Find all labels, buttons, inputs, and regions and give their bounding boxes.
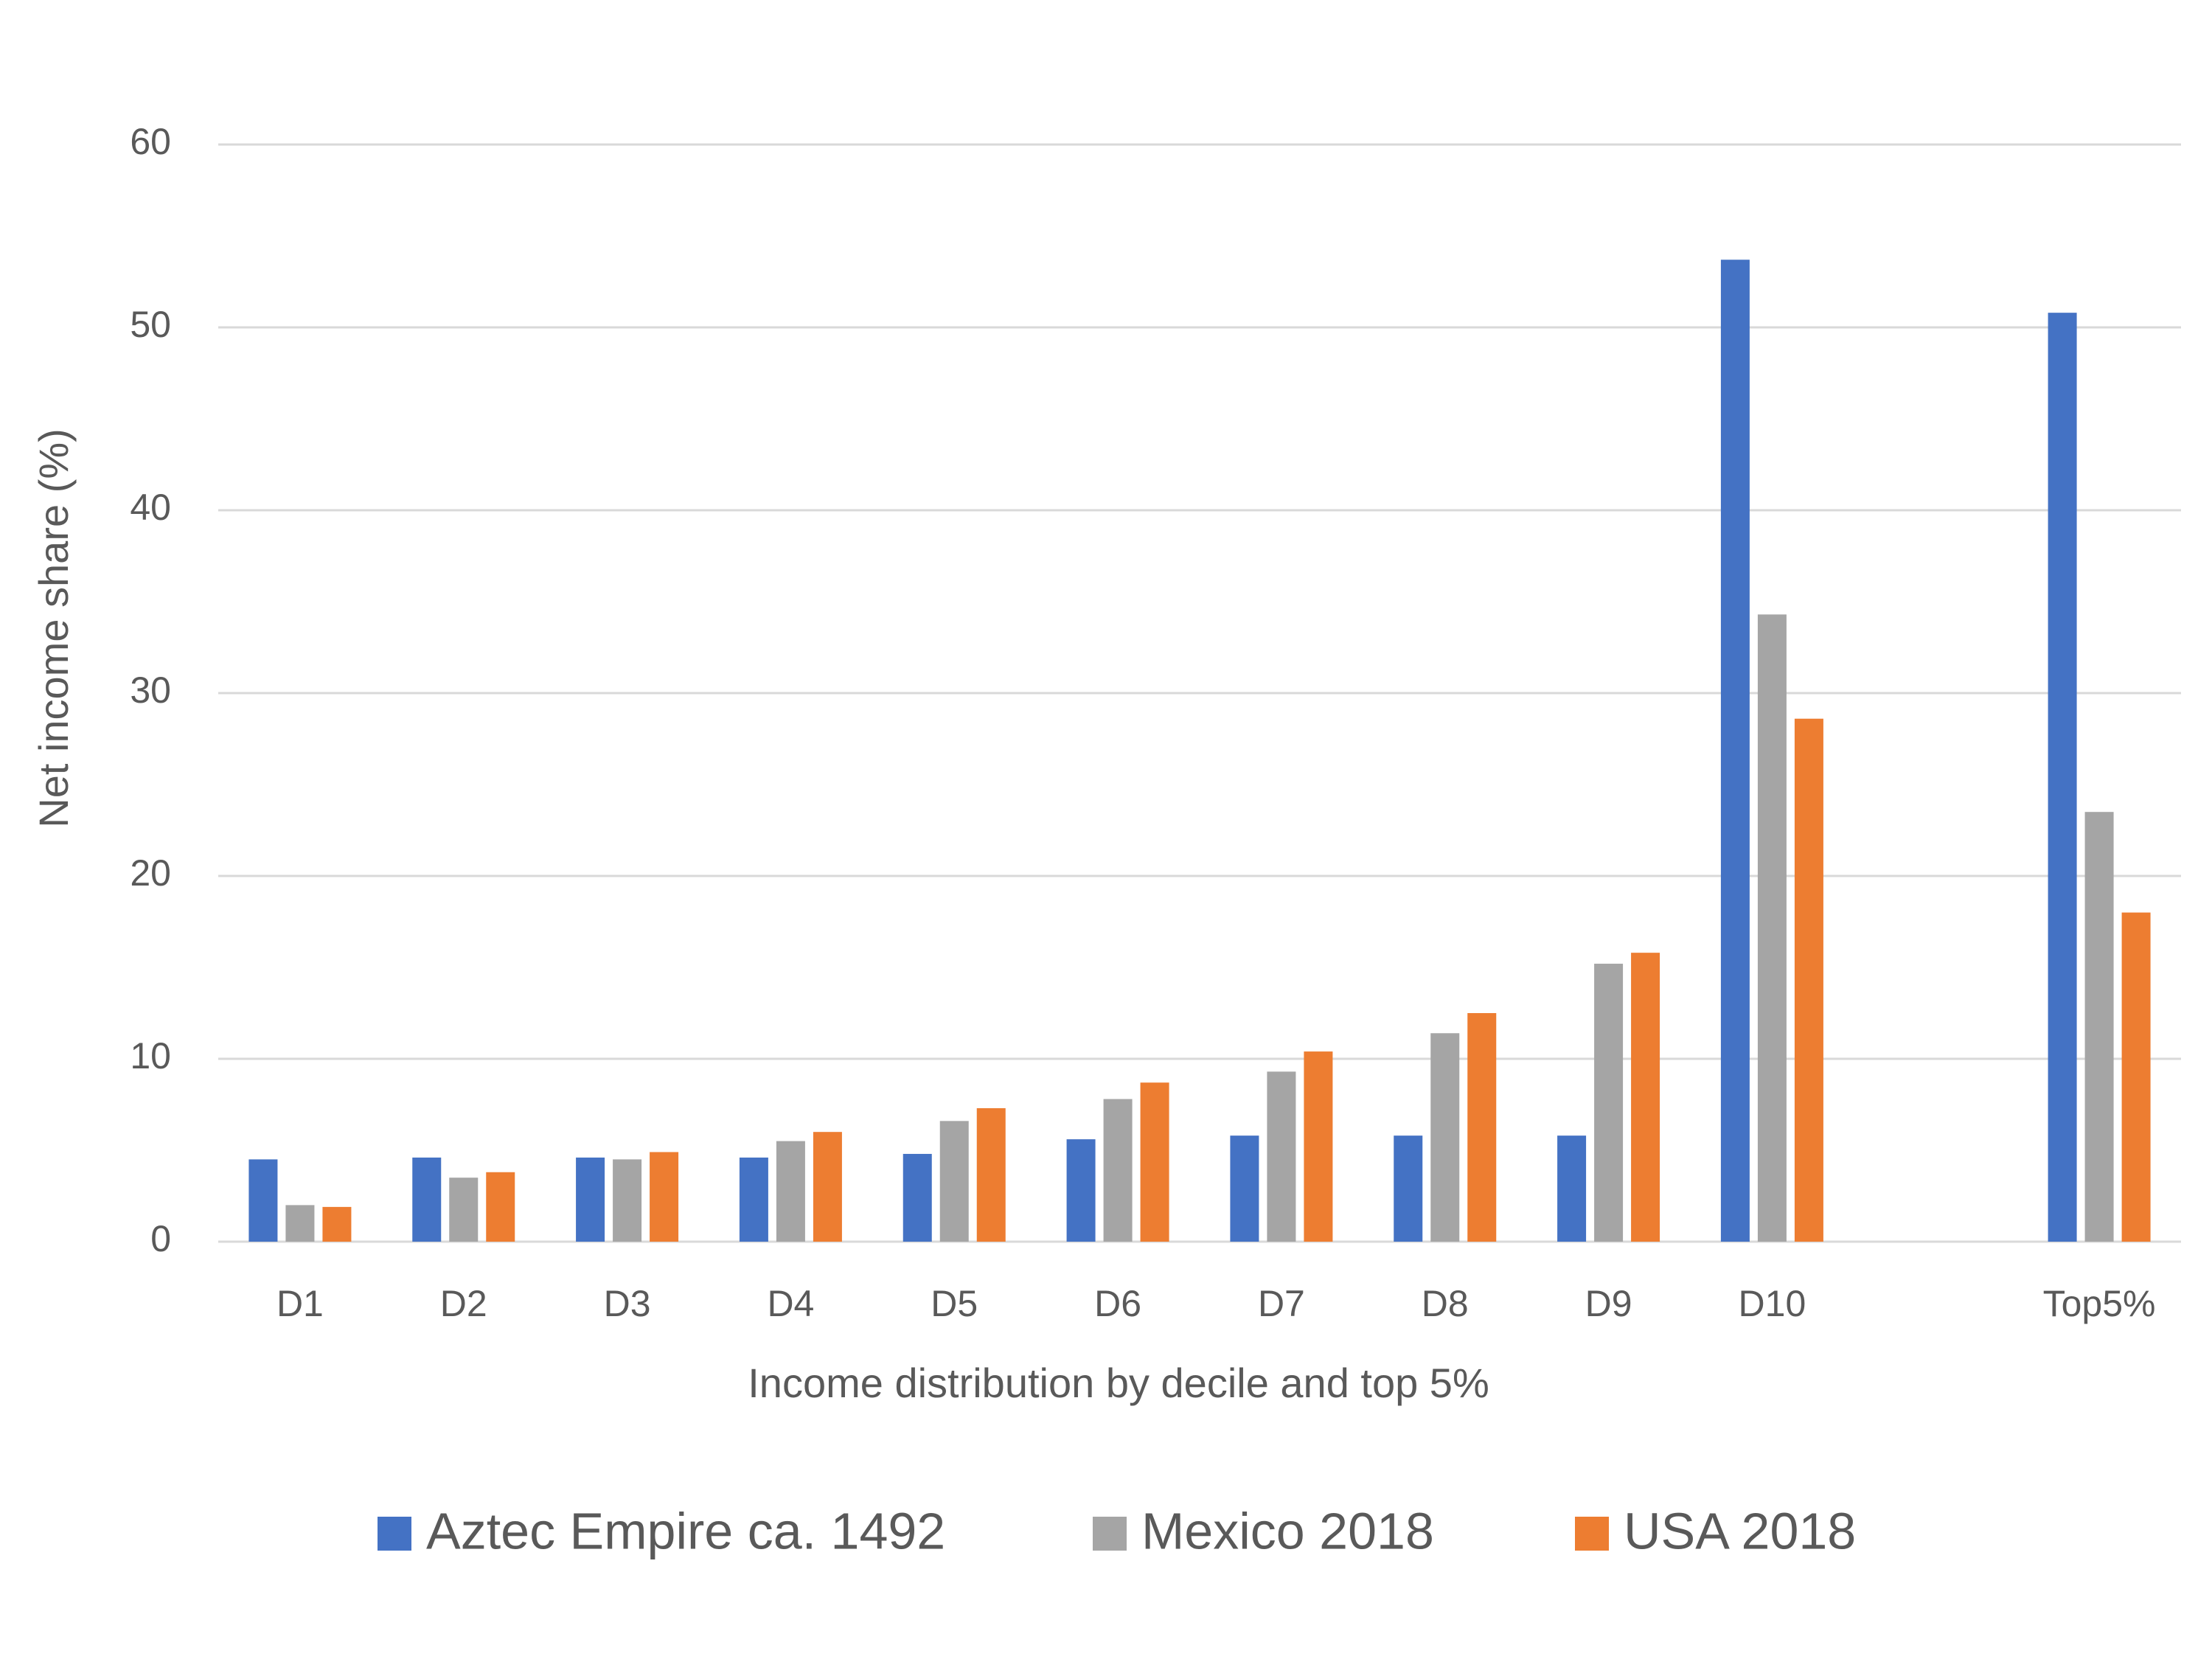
- bar: [1467, 1013, 1497, 1242]
- bar: [1430, 1033, 1460, 1242]
- bar: [486, 1172, 515, 1242]
- legend-label: USA 2018: [1624, 1502, 1856, 1559]
- bar: [285, 1205, 315, 1242]
- y-tick-label: 10: [130, 1035, 171, 1077]
- bar: [1594, 964, 1624, 1242]
- bar: [1140, 1082, 1169, 1242]
- y-tick-label: 20: [130, 852, 171, 894]
- x-tick-label: D2: [440, 1283, 487, 1324]
- bar: [576, 1157, 605, 1242]
- bar: [776, 1141, 805, 1242]
- bar: [1757, 614, 1787, 1242]
- bar: [939, 1121, 969, 1242]
- y-tick-label: 40: [130, 487, 171, 528]
- bar: [1267, 1071, 1296, 1242]
- y-tick-label: 60: [130, 121, 171, 162]
- bar: [1066, 1139, 1096, 1242]
- bar: [1304, 1051, 1333, 1242]
- legend-swatch: [378, 1517, 411, 1551]
- x-tick-label: D6: [1094, 1283, 1141, 1324]
- y-tick-label: 50: [130, 304, 171, 345]
- x-tick-label: D3: [604, 1283, 651, 1324]
- bar: [1394, 1135, 1423, 1242]
- bar: [2048, 313, 2077, 1242]
- y-tick-label: 0: [150, 1218, 171, 1259]
- bar: [902, 1153, 932, 1242]
- x-tick-label: D4: [767, 1283, 814, 1324]
- bar: [1103, 1099, 1133, 1242]
- x-tick-label: Top5%: [2043, 1283, 2156, 1324]
- bar: [412, 1157, 442, 1242]
- bar: [449, 1178, 479, 1242]
- x-tick-label: D10: [1739, 1283, 1806, 1324]
- bar: [976, 1107, 1006, 1242]
- bar: [613, 1159, 642, 1242]
- bar: [322, 1206, 352, 1242]
- x-tick-label: D1: [276, 1283, 324, 1324]
- x-tick-label: D9: [1585, 1283, 1632, 1324]
- x-tick-label: D7: [1258, 1283, 1305, 1324]
- bar: [1794, 718, 1823, 1242]
- bar: [2084, 812, 2114, 1242]
- bar: [1230, 1135, 1259, 1242]
- legend-swatch: [1093, 1517, 1127, 1551]
- bar: [813, 1132, 842, 1242]
- y-tick-label: 30: [130, 669, 171, 711]
- x-tick-label: D5: [931, 1283, 978, 1324]
- bar: [1631, 953, 1660, 1242]
- legend-swatch: [1575, 1517, 1609, 1551]
- bar: [1720, 260, 1750, 1242]
- bar: [2121, 912, 2151, 1242]
- y-axis-label: Net income share (%): [30, 428, 77, 828]
- bar: [1557, 1135, 1587, 1242]
- bar: [739, 1157, 768, 1242]
- x-tick-label: D8: [1422, 1283, 1469, 1324]
- bar: [248, 1159, 278, 1242]
- legend-label: Mexico 2018: [1141, 1502, 1434, 1559]
- x-axis-label: Income distribution by decile and top 5%: [748, 1360, 1489, 1406]
- legend-label: Aztec Empire ca. 1492: [426, 1502, 945, 1559]
- bar: [650, 1152, 679, 1242]
